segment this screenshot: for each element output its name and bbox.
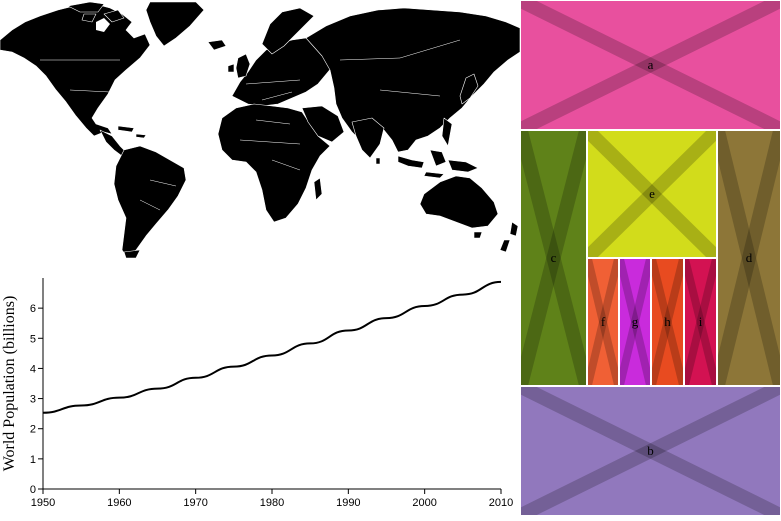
x-tick-label: 1990: [336, 497, 360, 509]
world-map-svg: [0, 1, 520, 259]
cell-h-label: h: [664, 314, 671, 329]
y-tick-label: 6: [30, 303, 36, 315]
cell-i-label: i: [698, 314, 703, 329]
land-new-zealand: [499, 221, 519, 253]
cell-c-label: c: [550, 250, 557, 265]
y-tick-label: 1: [30, 454, 36, 466]
cell-g-label: g: [631, 314, 639, 329]
population-chart-svg: 0 1 2 3 4 5 6 1950 1960 1970 1980 1990 2000 2010 Wor…: [1, 278, 513, 509]
treemap-cell-e[interactable]: e: [587, 130, 717, 258]
land-caribbean: [117, 125, 147, 139]
land-madagascar: [313, 177, 323, 201]
population-line: [42, 280, 502, 414]
y-tick-label: 5: [30, 333, 36, 345]
land-africa: [217, 103, 331, 223]
world-map: [0, 0, 520, 260]
land-arabia: [301, 105, 345, 143]
treemap-cell-h[interactable]: h: [651, 258, 684, 386]
land-scandinavia: [261, 7, 315, 55]
treemap-cell-d[interactable]: d: [717, 130, 781, 386]
land-antarctica: [123, 249, 141, 259]
x-axis: 1950 1960 1970 1980 1990 2000 2010: [31, 488, 513, 509]
land-india: [351, 117, 385, 159]
land-central-america: [99, 129, 127, 157]
land-south-america: [113, 145, 187, 259]
cell-h-pattern: [652, 259, 683, 385]
cell-e-pattern: [588, 131, 716, 257]
population-chart: 0 1 2 3 4 5 6 1950 1960 1970 1980 1990 2000 2010 Wor…: [0, 260, 520, 516]
cell-f-label: f: [600, 314, 606, 329]
cell-d-label: d: [745, 250, 753, 265]
land-iceland: [207, 39, 227, 51]
treemap-cell-c[interactable]: c: [520, 130, 587, 386]
cell-b-pattern: [521, 387, 780, 515]
x-tick-label: 1960: [107, 497, 131, 509]
land-hudson: [96, 18, 110, 32]
x-tick-label: 2000: [412, 497, 436, 509]
cell-a-label: a: [647, 57, 654, 72]
land-se-asia: [397, 117, 479, 179]
y-tick-label: 0: [30, 484, 36, 496]
land-tasmania: [473, 231, 483, 239]
land-asia: [305, 7, 520, 153]
cell-a-pattern: [521, 1, 780, 129]
treemap-cell-g[interactable]: g: [619, 258, 651, 386]
treemap: a b c d e f g h i: [520, 0, 781, 516]
x-tick-label: 1970: [183, 497, 207, 509]
cell-g-pattern: [620, 259, 650, 385]
treemap-cell-a[interactable]: a: [520, 0, 781, 130]
x-tick-label: 1980: [260, 497, 284, 509]
cell-c-pattern: [521, 131, 586, 385]
country-borders: [40, 39, 461, 211]
treemap-cell-b[interactable]: b: [520, 386, 781, 516]
land-australia: [419, 175, 499, 229]
treemap-cell-f[interactable]: f: [587, 258, 619, 386]
x-tick-label: 1950: [31, 497, 55, 509]
cell-f-pattern: [588, 259, 618, 385]
y-tick-label: 2: [30, 424, 36, 436]
land-greenland: [145, 1, 205, 47]
treemap-cell-i[interactable]: i: [684, 258, 717, 386]
land-arctic-islands: [67, 1, 125, 23]
y-axis-label: World Population (billions): [1, 296, 18, 472]
y-tick-label: 4: [30, 363, 36, 375]
land-sri-lanka: [375, 157, 381, 165]
y-tick-label: 3: [30, 394, 36, 406]
cell-b-label: b: [647, 443, 654, 458]
y-axis: 0 1 2 3 4 5 6: [30, 278, 44, 496]
x-tick-label: 2010: [489, 497, 513, 509]
land-japan: [459, 73, 479, 105]
land-north-america: [0, 3, 151, 137]
cell-i-pattern: [685, 259, 716, 385]
cell-d-pattern: [718, 131, 780, 385]
land-british-isles: [227, 53, 251, 79]
cell-e-label: e: [649, 186, 655, 201]
